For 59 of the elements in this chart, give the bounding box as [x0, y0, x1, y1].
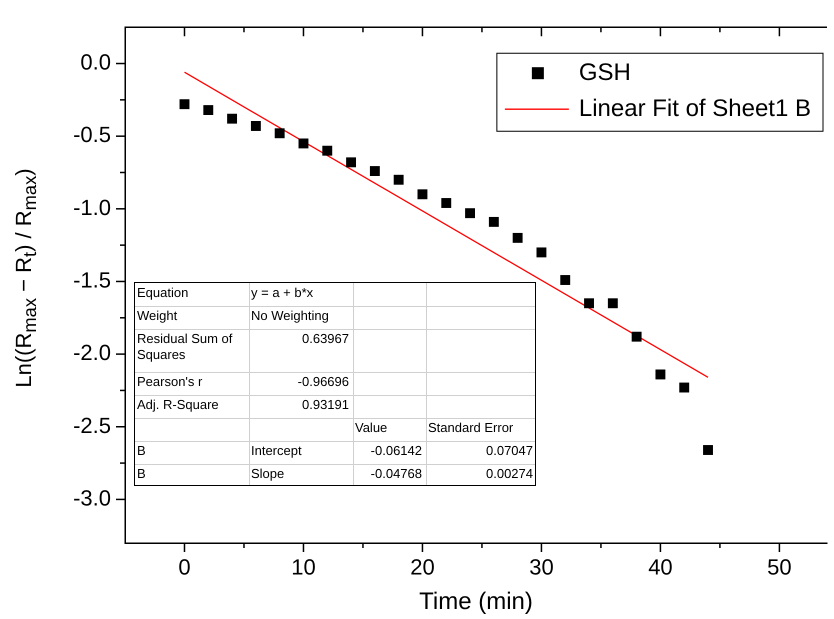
annotation: B: [137, 466, 147, 482]
annotation: Pearson's r: [137, 374, 204, 390]
point: [488, 216, 499, 227]
y-tick-label: 0.0: [80, 50, 111, 75]
x-tick-label: 30: [529, 554, 554, 580]
y-tick-label: -3.0: [73, 485, 111, 510]
point: [418, 189, 428, 200]
point: [560, 275, 570, 285]
point: [394, 174, 404, 185]
point: [346, 157, 356, 168]
point: [250, 121, 261, 131]
annotation: -0.06142: [370, 443, 422, 459]
point: [536, 247, 546, 258]
annotation: No Weighting: [251, 308, 330, 324]
point: [274, 128, 285, 138]
annotation: 0.07047: [485, 443, 533, 459]
annotation: Weight: [137, 308, 178, 324]
annotation: B: [137, 443, 147, 459]
annotation: Value: [355, 420, 388, 436]
annotation: -0.04768: [370, 466, 422, 482]
y-tick-label: -2.0: [73, 340, 111, 366]
annotation: 0.63967: [301, 331, 349, 347]
point: [632, 332, 642, 342]
y-tick-label: -0.5: [73, 122, 111, 148]
point: [703, 445, 713, 455]
annotation: Intercept: [251, 443, 303, 459]
x-tick-label: 0: [178, 554, 191, 580]
point: [298, 138, 308, 148]
x-axis-title: Time (min): [419, 588, 533, 616]
point: [465, 208, 475, 218]
y-tick-label: -1.0: [73, 194, 111, 220]
x-tick-label: 10: [291, 554, 316, 580]
annotation: y = a + b*x: [251, 285, 314, 301]
annotation: Slope: [251, 466, 286, 482]
x-tick-label: 50: [767, 554, 792, 580]
point: [441, 198, 452, 208]
annotation: 0.00274: [485, 466, 533, 482]
point: [322, 146, 332, 156]
legend-label: Linear Fit of Sheet1 B: [578, 94, 812, 122]
annotation: -0.96696: [296, 374, 349, 390]
x-tick-label: 40: [648, 554, 673, 580]
y-tick-label: -2.5: [73, 412, 111, 438]
annotation: Equation: [137, 285, 190, 301]
point: [679, 382, 690, 392]
y-tick-label: -1.5: [73, 268, 111, 293]
point: [655, 370, 666, 380]
annotation: Adj. R-Square: [137, 397, 220, 413]
point: [203, 105, 214, 115]
legend-label: GSH: [578, 58, 631, 86]
annotation: Standard Error: [428, 420, 514, 436]
point: [370, 166, 380, 176]
annotation: 0.93191: [301, 397, 349, 413]
annotation: Residual Sum of Squares: [137, 331, 234, 363]
point: [512, 232, 523, 243]
point: [584, 298, 594, 308]
point: [180, 99, 190, 110]
point: [227, 114, 238, 124]
x-tick-label: 20: [410, 554, 435, 580]
point: [608, 298, 618, 308]
